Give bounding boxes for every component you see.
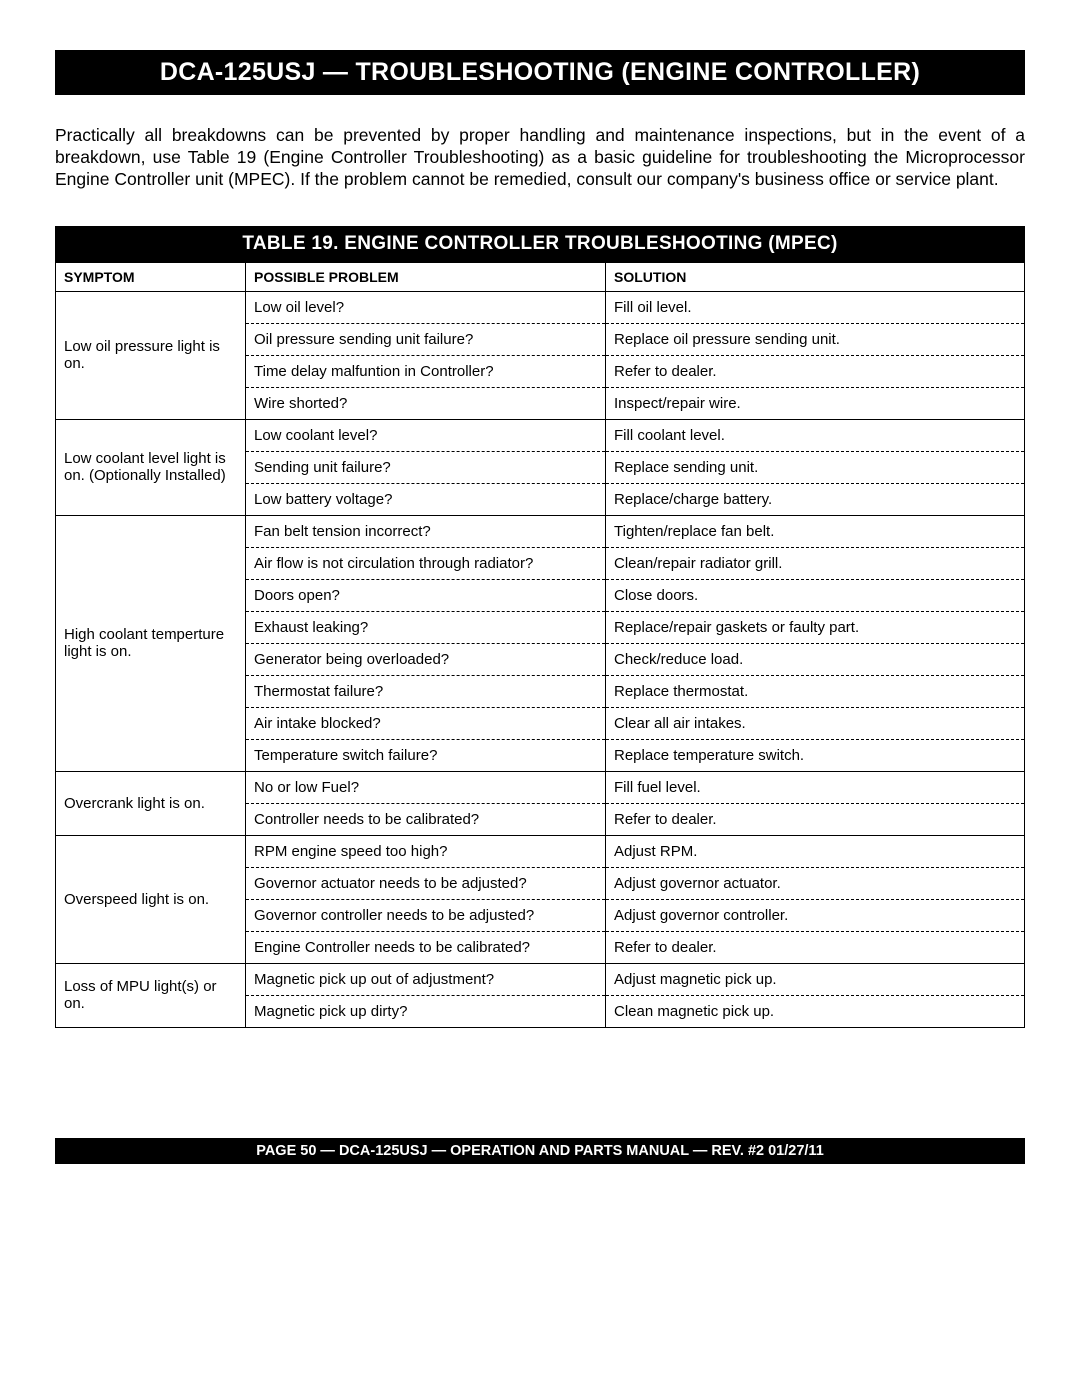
symptom-cell: High coolant temperture light is on. [56,515,246,771]
symptom-cell: Overcrank light is on. [56,771,246,835]
solution-cell: Check/reduce load. [606,643,1025,675]
solution-cell: Refer to dealer. [606,931,1025,963]
solution-cell: Clean magnetic pick up. [606,995,1025,1027]
table-row: Loss of MPU light(s) or on.Magnetic pick… [56,963,1025,995]
symptom-cell: Low oil pressure light is on. [56,291,246,419]
solution-cell: Adjust governor actuator. [606,867,1025,899]
solution-cell: Replace/repair gaskets or faulty part. [606,611,1025,643]
problem-cell: Engine Controller needs to be calibrated… [246,931,606,963]
symptom-cell: Overspeed light is on. [56,835,246,963]
solution-cell: Replace oil pressure sending unit. [606,323,1025,355]
problem-cell: Low coolant level? [246,419,606,451]
problem-cell: Sending unit failure? [246,451,606,483]
table-title-bar: TABLE 19. ENGINE CONTROLLER TROUBLESHOOT… [55,226,1025,262]
problem-cell: Governor actuator needs to be adjusted? [246,867,606,899]
table-row: Low coolant level light is on. (Optional… [56,419,1025,451]
solution-cell: Refer to dealer. [606,355,1025,387]
solution-cell: Close doors. [606,579,1025,611]
problem-cell: Thermostat failure? [246,675,606,707]
problem-cell: Temperature switch failure? [246,739,606,771]
table-header-row: Symptom Possible Problem Solution [56,262,1025,291]
solution-cell: Adjust RPM. [606,835,1025,867]
solution-cell: Replace sending unit. [606,451,1025,483]
solution-cell: Adjust governor controller. [606,899,1025,931]
problem-cell: Air flow is not circulation through radi… [246,547,606,579]
table-body: Low oil pressure light is on.Low oil lev… [56,291,1025,1027]
col-symptom: Symptom [56,262,246,291]
solution-cell: Replace thermostat. [606,675,1025,707]
symptom-cell: Loss of MPU light(s) or on. [56,963,246,1027]
problem-cell: Magnetic pick up dirty? [246,995,606,1027]
solution-cell: Replace temperature switch. [606,739,1025,771]
problem-cell: Controller needs to be calibrated? [246,803,606,835]
table-row: High coolant temperture light is on.Fan … [56,515,1025,547]
problem-cell: Low battery voltage? [246,483,606,515]
problem-cell: Exhaust leaking? [246,611,606,643]
problem-cell: Fan belt tension incorrect? [246,515,606,547]
solution-cell: Fill coolant level. [606,419,1025,451]
problem-cell: Time delay malfuntion in Controller? [246,355,606,387]
page-footer-bar: PAGE 50 — DCA-125USJ — OPERATION AND PAR… [55,1138,1025,1164]
problem-cell: Oil pressure sending unit failure? [246,323,606,355]
solution-cell: Adjust magnetic pick up. [606,963,1025,995]
symptom-cell: Low coolant level light is on. (Optional… [56,419,246,515]
problem-cell: Governor controller needs to be adjusted… [246,899,606,931]
table-row: Low oil pressure light is on.Low oil lev… [56,291,1025,323]
col-solution: Solution [606,262,1025,291]
solution-cell: Fill fuel level. [606,771,1025,803]
troubleshooting-table: Symptom Possible Problem Solution Low oi… [55,262,1025,1028]
problem-cell: Low oil level? [246,291,606,323]
problem-cell: No or low Fuel? [246,771,606,803]
problem-cell: RPM engine speed too high? [246,835,606,867]
table-row: Overcrank light is on.No or low Fuel?Fil… [56,771,1025,803]
problem-cell: Wire shorted? [246,387,606,419]
intro-paragraph: Practically all breakdowns can be preven… [55,125,1025,191]
page: DCA-125USJ — TROUBLESHOOTING (ENGINE CON… [0,0,1080,1194]
solution-cell: Fill oil level. [606,291,1025,323]
solution-cell: Clean/repair radiator grill. [606,547,1025,579]
table-row: Overspeed light is on.RPM engine speed t… [56,835,1025,867]
solution-cell: Tighten/replace fan belt. [606,515,1025,547]
page-title-bar: DCA-125USJ — TROUBLESHOOTING (ENGINE CON… [55,50,1025,95]
solution-cell: Refer to dealer. [606,803,1025,835]
col-problem: Possible Problem [246,262,606,291]
solution-cell: Replace/charge battery. [606,483,1025,515]
problem-cell: Doors open? [246,579,606,611]
solution-cell: Inspect/repair wire. [606,387,1025,419]
problem-cell: Magnetic pick up out of adjustment? [246,963,606,995]
problem-cell: Generator being overloaded? [246,643,606,675]
solution-cell: Clear all air intakes. [606,707,1025,739]
problem-cell: Air intake blocked? [246,707,606,739]
